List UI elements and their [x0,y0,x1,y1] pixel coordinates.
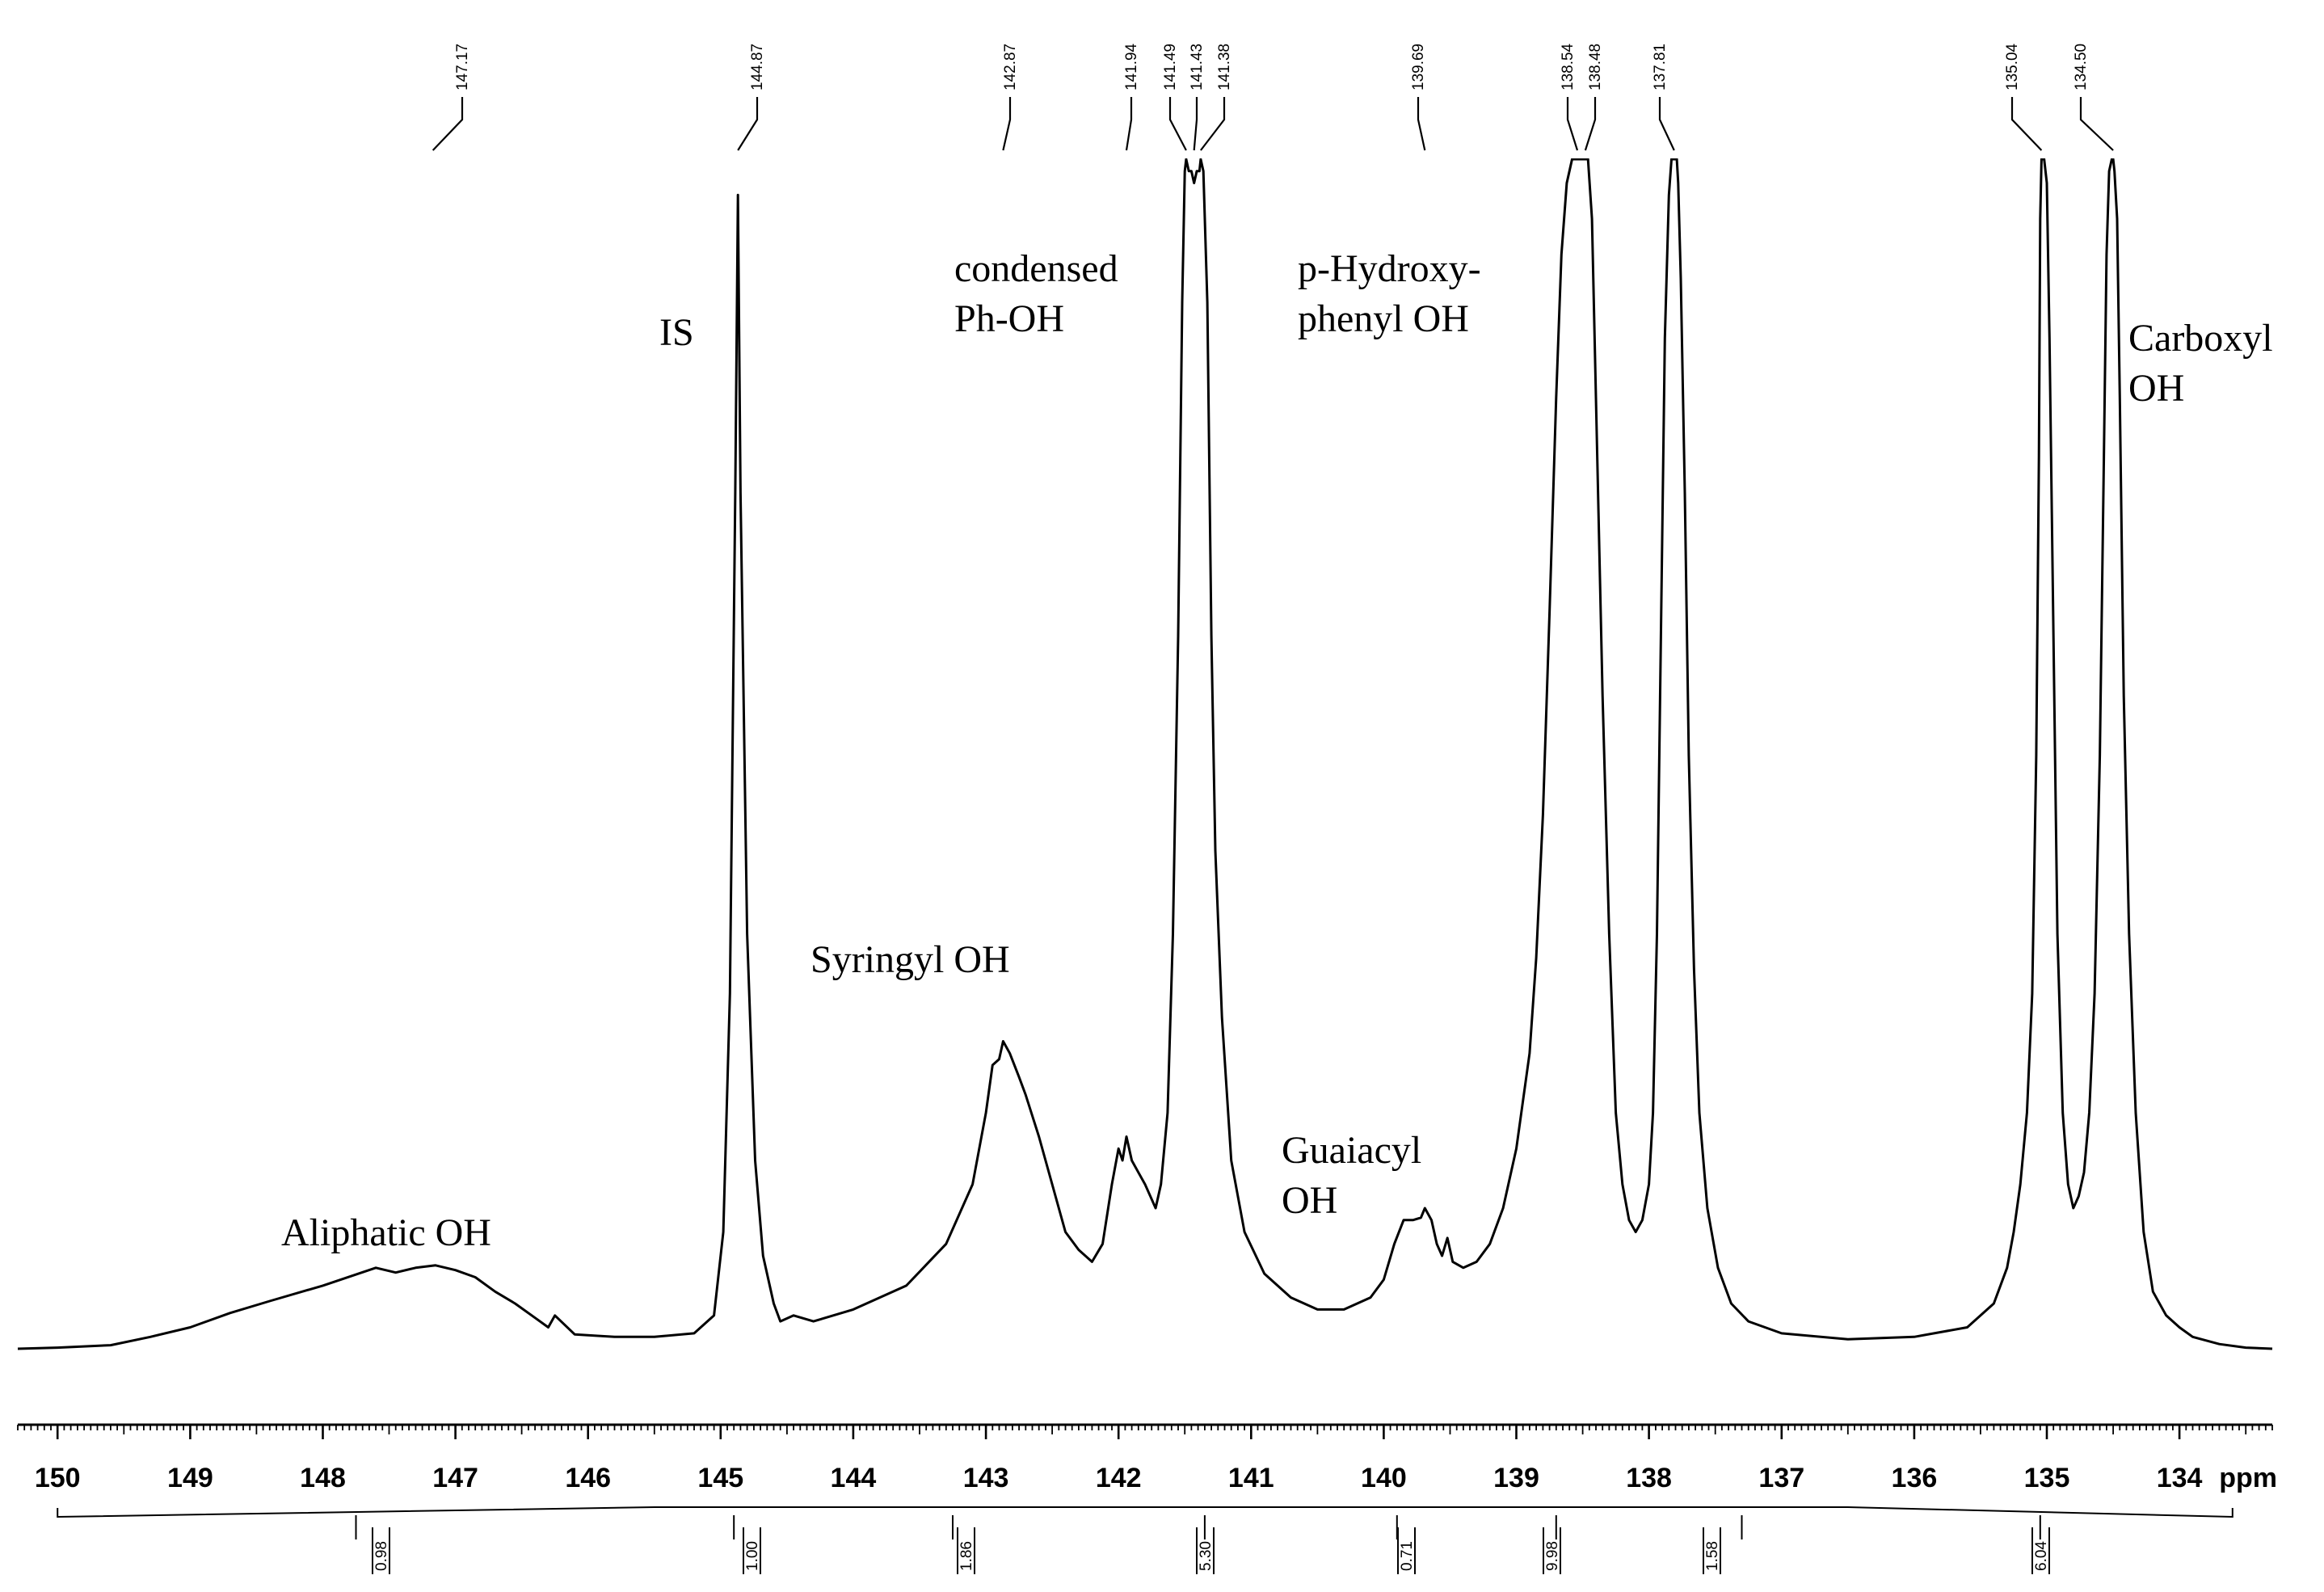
peak-annotation: IS [659,311,694,354]
x-axis-label: ppm [2219,1463,2277,1493]
integral-value: 6.04 [2033,1541,2050,1571]
peak-leader-line [2010,97,2043,151]
peak-label: 144.87 [749,44,766,91]
x-tick-label: 142 [1096,1463,1142,1493]
x-tick-label: 147 [432,1463,478,1493]
peak-label: 141.49 [1162,44,1179,91]
peak-label: 141.94 [1123,43,1140,91]
peak-leader-line [1002,97,1012,151]
integral-value: 5.30 [1198,1541,1215,1571]
peak-leader-line [1168,97,1187,151]
peak-labels: 147.17 144.87 142.87 141.94 141.49 141.43 141.… [432,43,2114,151]
peak-label: 134.50 [2073,44,2090,91]
peak-label: 141.38 [1216,44,1233,91]
integrals: 0.98 1.00 1.86 5.30 0.71 9.98 1.58 6.04 [57,1506,2233,1574]
integral-value: 1.58 [1704,1541,1721,1571]
x-tick-label: 148 [300,1463,346,1493]
x-tick-label: 135 [2024,1463,2070,1493]
peak-label: 138.54 [1560,43,1577,91]
annotations: Aliphatic OH IS Syringyl OH condensed Ph-OH G… [281,247,2273,1254]
x-axis: 150 149 148 147 146 145 144 143 142 141 140 139 138 1… [17,1423,2277,1493]
x-tick-label: 139 [1493,1463,1539,1493]
peak-annotation: p-Hydroxy-phenyl OH [1298,247,1481,340]
peak-label: 142.87 [1002,44,1019,91]
integral-bracket [57,1506,2233,1518]
peak-leader-line [1566,97,1579,151]
spectrum-line [17,158,2273,1350]
peak-leader-line [737,97,759,151]
peak-label: 137.81 [1652,44,1669,91]
peak-label: 147.17 [454,44,471,91]
x-tick-label: 136 [1892,1463,1938,1493]
x-tick-label: 138 [1626,1463,1672,1493]
peak-leader-line [2079,97,2114,151]
integral-value: 1.86 [958,1541,975,1571]
peak-label: 138.48 [1587,44,1604,91]
peak-annotation: Carboxyl OH [2128,317,2273,410]
peak-label: 139.69 [1410,44,1427,91]
peak-label: 135.04 [2004,43,2021,91]
peak-annotation: Syringyl OH [810,938,1010,981]
x-tick-label: 146 [565,1463,611,1493]
peak-leader-line [1417,97,1426,151]
integral-value: 0.98 [373,1541,390,1571]
x-tick-label: 144 [831,1463,877,1493]
integral-value: 9.98 [1544,1541,1561,1571]
x-tick-label: 140 [1361,1463,1407,1493]
x-tick-label: 137 [1758,1463,1804,1493]
spectrum [17,158,2273,1350]
x-tick-label: 149 [167,1463,213,1493]
peak-annotation: Guaiacyl OH [1282,1129,1421,1222]
peak-leader-line [1193,97,1198,151]
peak-leader-line [1658,97,1675,151]
x-tick-label: 145 [697,1463,743,1493]
peak-leader-line [1584,97,1597,151]
peak-leader-line [1200,97,1226,151]
x-tick-label: 141 [1228,1463,1274,1493]
peak-leader-line [1125,97,1133,151]
integral-value: 1.00 [744,1541,761,1571]
peak-annotation: Aliphatic OH [281,1211,491,1254]
peak-annotation: condensed Ph-OH [954,247,1118,340]
integral-value: 0.71 [1399,1541,1416,1571]
x-tick-label: 134 [2157,1463,2203,1493]
x-tick-label: 143 [963,1463,1009,1493]
x-tick-label: 150 [35,1463,81,1493]
peak-label: 141.43 [1189,44,1206,91]
peak-leader-line [432,97,464,151]
